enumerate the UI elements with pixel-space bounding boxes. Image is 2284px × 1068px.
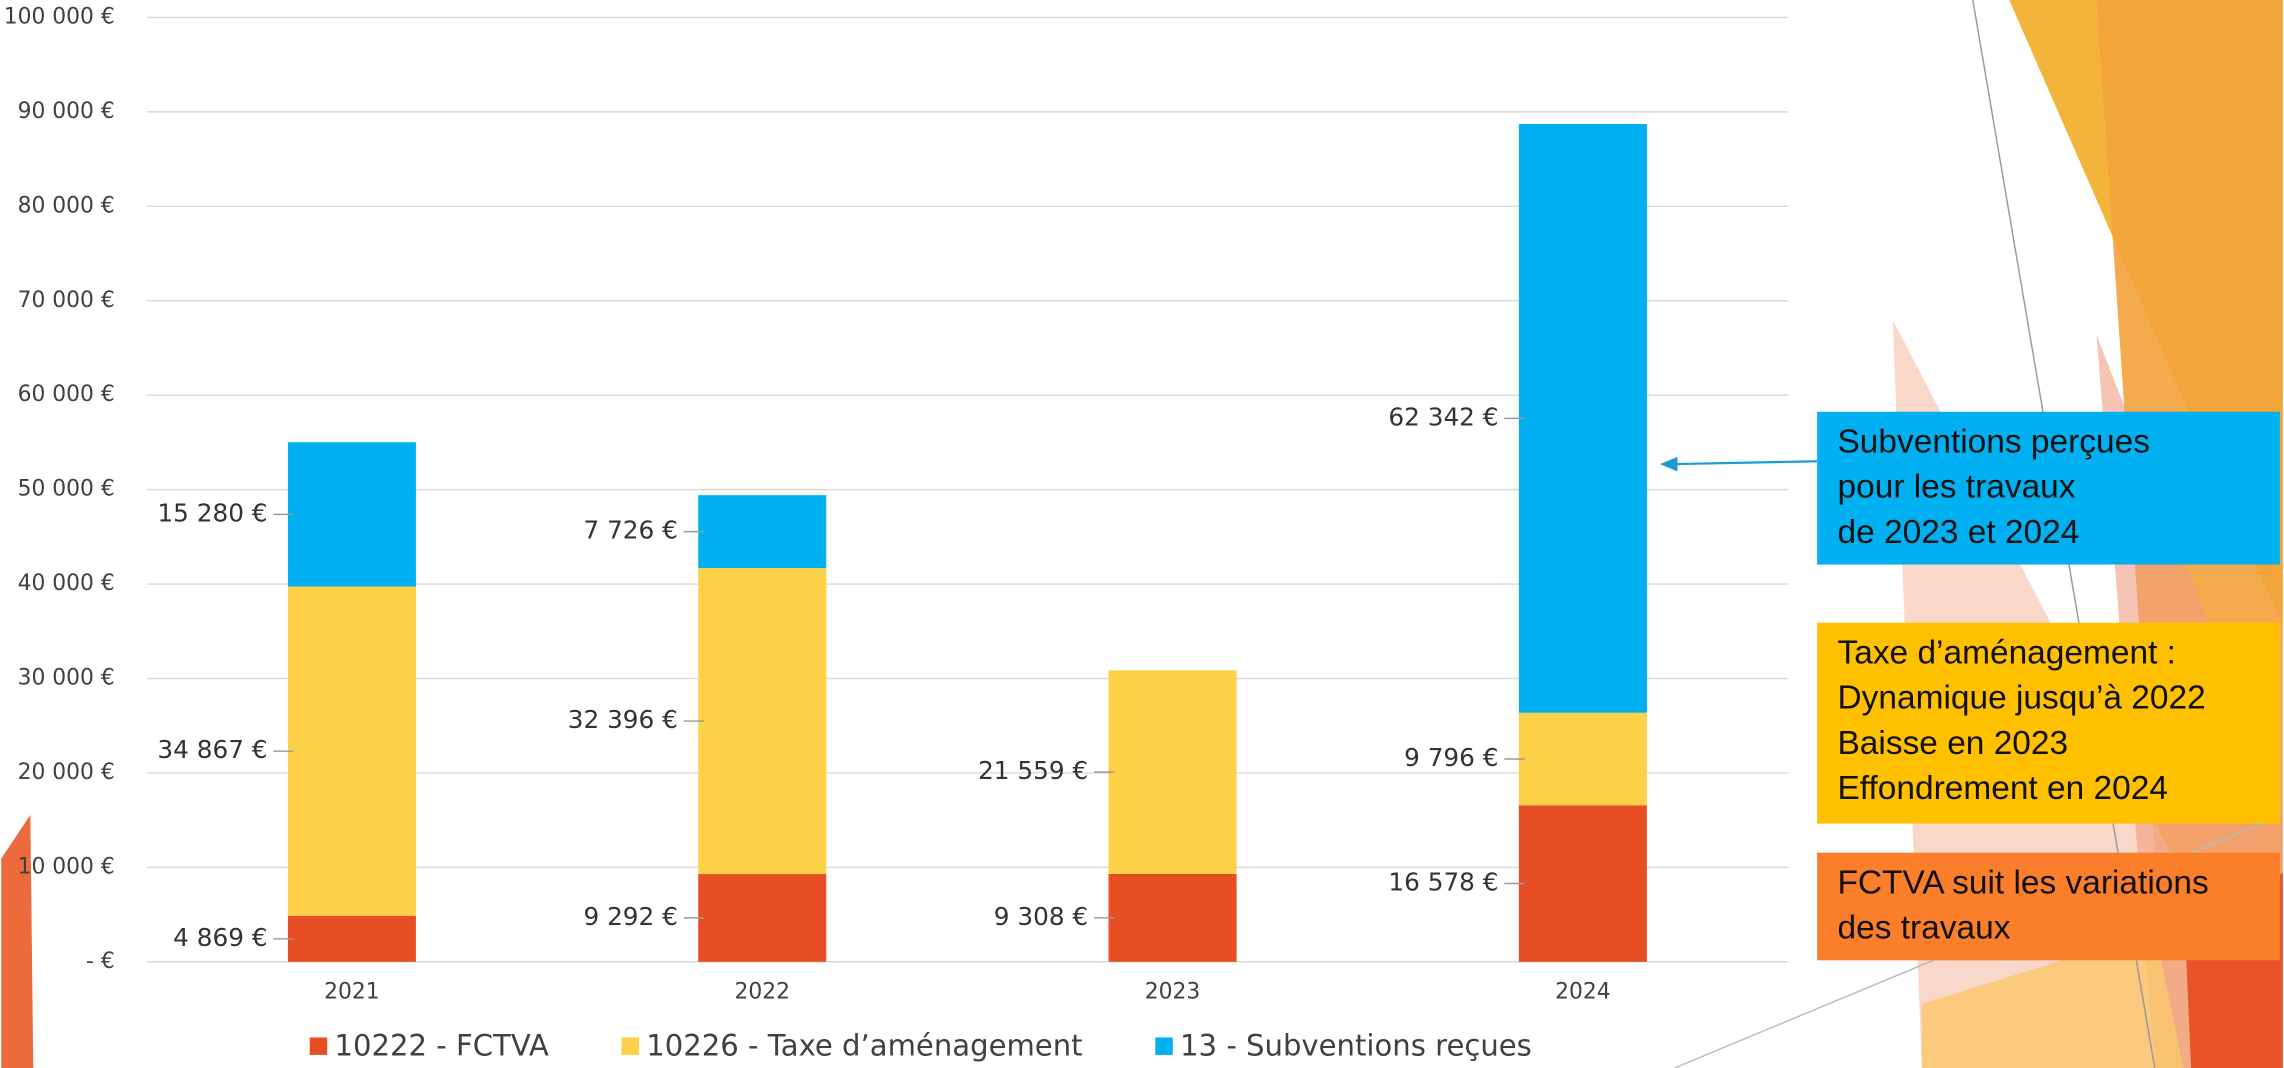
bar-segment — [1518, 124, 1647, 713]
value-label: 9 308 € — [994, 902, 1088, 931]
annotation-text: Subventions perçues — [1838, 424, 2150, 461]
y-tick-label: 50 000 € — [18, 477, 115, 502]
legend-label: 10226 - Taxe d’aménagement — [646, 1029, 1082, 1063]
value-label: 9 796 € — [1404, 743, 1498, 772]
y-tick-label: - € — [86, 949, 115, 974]
bar-segment — [698, 874, 827, 962]
value-label: 15 280 € — [157, 498, 267, 527]
arrow-head — [1659, 456, 1678, 472]
value-label: 4 869 € — [173, 923, 267, 952]
value-label: 9 292 € — [583, 902, 677, 931]
annotation-text: Taxe d’aménagement : — [1838, 635, 2176, 672]
x-tick-label: 2024 — [1555, 979, 1611, 1004]
annotation-text: Effondrement en 2024 — [1838, 770, 2168, 807]
bar-segment — [698, 568, 827, 875]
y-tick-label: 80 000 € — [18, 193, 115, 218]
y-tick-label: 20 000 € — [18, 760, 115, 785]
bar-segment — [698, 495, 827, 569]
annotation-text: FCTVA suit les variations — [1838, 865, 2209, 902]
legend-swatch — [1155, 1037, 1173, 1055]
bar-segment — [287, 586, 416, 916]
legend-swatch — [621, 1037, 639, 1055]
bar-segment — [287, 915, 416, 962]
value-label: 21 559 € — [978, 756, 1088, 785]
annotation-text: Baisse en 2023 — [1838, 725, 2069, 762]
y-tick-label: 100 000 € — [4, 4, 115, 29]
bar-segment — [287, 442, 416, 587]
value-label: 32 396 € — [568, 705, 678, 734]
y-tick-label: 10 000 € — [18, 854, 115, 879]
annotation-text: de 2023 et 2024 — [1838, 514, 2080, 551]
bar-segment — [1108, 670, 1237, 874]
annotation-box — [1817, 622, 2280, 824]
value-label: 7 726 € — [583, 516, 677, 545]
value-label: 34 867 € — [157, 735, 267, 764]
bar-segment — [1108, 873, 1237, 962]
y-tick-label: 60 000 € — [18, 382, 115, 407]
x-tick-label: 2023 — [1145, 979, 1201, 1004]
y-tick-label: 90 000 € — [18, 99, 115, 124]
bar-segment — [1518, 805, 1647, 962]
annotation-arrow — [1671, 460, 1818, 466]
x-tick-label: 2021 — [324, 979, 380, 1004]
value-label: 16 578 € — [1388, 868, 1498, 897]
y-tick-label: 30 000 € — [18, 665, 115, 690]
value-label: 62 342 € — [1388, 402, 1498, 431]
annotation-box — [1817, 852, 2280, 961]
x-tick-label: 2022 — [734, 979, 790, 1004]
annotation-text: Dynamique jusqu’à 2022 — [1838, 680, 2206, 717]
legend-swatch — [309, 1037, 328, 1055]
legend-label: 10222 - FCTVA — [334, 1029, 548, 1063]
annotation-text: pour les travaux — [1838, 469, 2076, 506]
annotation-text: des travaux — [1838, 910, 2011, 947]
y-tick-label: 40 000 € — [18, 571, 115, 596]
annotation-box — [1817, 411, 2280, 565]
bar-segment — [1518, 712, 1647, 806]
y-tick-label: 70 000 € — [18, 288, 115, 313]
legend-label: 13 - Subventions reçues — [1180, 1029, 1532, 1063]
